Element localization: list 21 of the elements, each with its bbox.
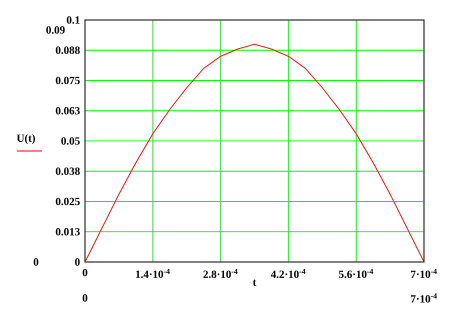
y-tick-label: 0.075 [56, 76, 80, 84]
x-tick-label: 7·10$^{-4}$ [411, 268, 437, 278]
y-tick-label: 0.088 [56, 46, 80, 54]
x-tick-label: 1.4·10$^{-4}$ [136, 268, 170, 278]
y-tick-label: 0.063 [56, 107, 80, 114]
y-tick-label: 0.1 [66, 16, 80, 24]
text: 0.09 [46, 26, 65, 34]
y-tick-label: 0.013 [56, 228, 80, 236]
x-tick-label: 5.6·10$^{-4}$ [338, 268, 374, 278]
text: 0 [82, 294, 88, 302]
y-tick-label: 0.025 [56, 198, 80, 206]
x-tick-label: 2.8·10$^{-4}$ [203, 268, 238, 278]
y-tick-label: 0.05 [61, 137, 80, 145]
text: 0 [34, 258, 38, 266]
x-tick-label: 0 [82, 268, 88, 276]
y-tick-label: 0 [75, 258, 80, 266]
text: 7·10$^{-4}$ [411, 293, 437, 303]
x-axis-title: t [252, 280, 256, 286]
x-tick-label: 4.2·10$^{-4}$ [270, 268, 306, 278]
text: U(t) [16, 134, 35, 144]
y-tick-label: 0.038 [56, 168, 80, 175]
